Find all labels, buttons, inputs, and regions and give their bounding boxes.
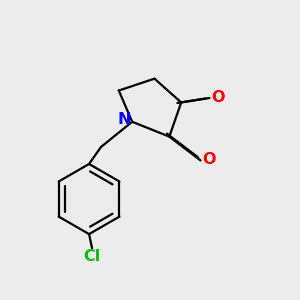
Text: O: O xyxy=(203,152,216,167)
Text: N: N xyxy=(117,112,130,127)
Text: Cl: Cl xyxy=(83,249,101,264)
Text: O: O xyxy=(212,90,225,105)
